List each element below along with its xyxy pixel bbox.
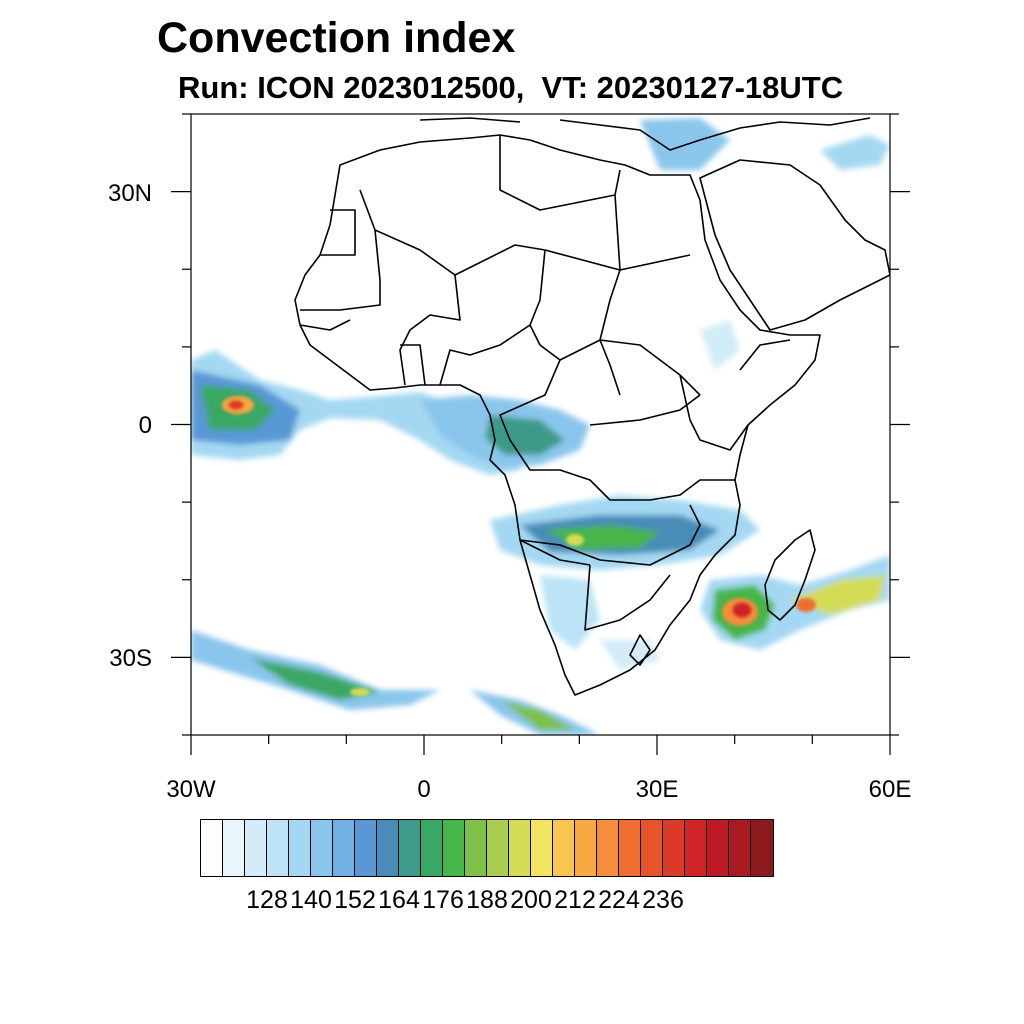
map-coastlines	[294, 117, 890, 696]
colorbar-tick-label: 152	[334, 886, 376, 914]
colorbar-tick-label: 224	[598, 886, 640, 914]
colorbar-swatch	[531, 820, 553, 876]
colorbar-swatch	[641, 820, 663, 876]
colorbar-tick-label: 164	[378, 886, 420, 914]
colorbar-swatch	[355, 820, 377, 876]
colorbar-swatch	[751, 820, 773, 876]
colorbar-tick-label: 188	[466, 886, 508, 914]
colorbar-swatch	[399, 820, 421, 876]
colorbar-swatch	[663, 820, 685, 876]
colorbar-swatch	[223, 820, 245, 876]
colorbar-swatch	[289, 820, 311, 876]
colorbar-swatch	[729, 820, 751, 876]
y-axis-labels: 30N 0 30S	[108, 180, 152, 672]
colorbar-swatch	[201, 820, 223, 876]
colorbar-tick-label: 212	[554, 886, 596, 914]
colorbar	[200, 819, 774, 877]
colorbar-swatch	[707, 820, 729, 876]
colorbar-swatch	[597, 820, 619, 876]
colorbar-tick-label: 140	[290, 886, 332, 914]
colorbar-swatch	[267, 820, 289, 876]
colorbar-swatch	[245, 820, 267, 876]
colorbar-swatch	[377, 820, 399, 876]
y-tick-label: 30N	[108, 180, 152, 207]
run-subtitle: Run: ICON 2023012500, VT: 20230127-18UTC	[178, 70, 844, 105]
colorbar-swatch	[311, 820, 333, 876]
colorbar-swatch	[509, 820, 531, 876]
axis-ticks	[171, 113, 910, 755]
colorbar-swatch	[487, 820, 509, 876]
colorbar-swatch	[465, 820, 487, 876]
colorbar-swatch	[619, 820, 641, 876]
colorbar-tick-labels: 128 140 152 164 176 188 200 212 224 236	[0, 886, 1024, 926]
colorbar-tick-label: 176	[422, 886, 464, 914]
colorbar-swatch	[685, 820, 707, 876]
convection-field	[191, 118, 890, 735]
colorbar-tick-label: 128	[246, 886, 288, 914]
colorbar-tick-label: 236	[642, 886, 684, 914]
colorbar-swatch	[421, 820, 443, 876]
x-tick-label: 30E	[636, 776, 679, 803]
y-tick-label: 0	[139, 412, 152, 439]
map-title: Convection index	[157, 14, 516, 62]
x-axis-labels: 30W 0 30E 60E	[166, 776, 911, 803]
colorbar-tick-label: 200	[510, 886, 552, 914]
colorbar-swatch	[443, 820, 465, 876]
colorbar-swatch	[333, 820, 355, 876]
x-tick-label: 30W	[166, 776, 216, 803]
colorbar-swatch	[575, 820, 597, 876]
colorbar-swatch	[553, 820, 575, 876]
x-tick-label: 0	[417, 776, 430, 803]
y-tick-label: 30S	[109, 645, 152, 672]
x-tick-label: 60E	[869, 776, 912, 803]
